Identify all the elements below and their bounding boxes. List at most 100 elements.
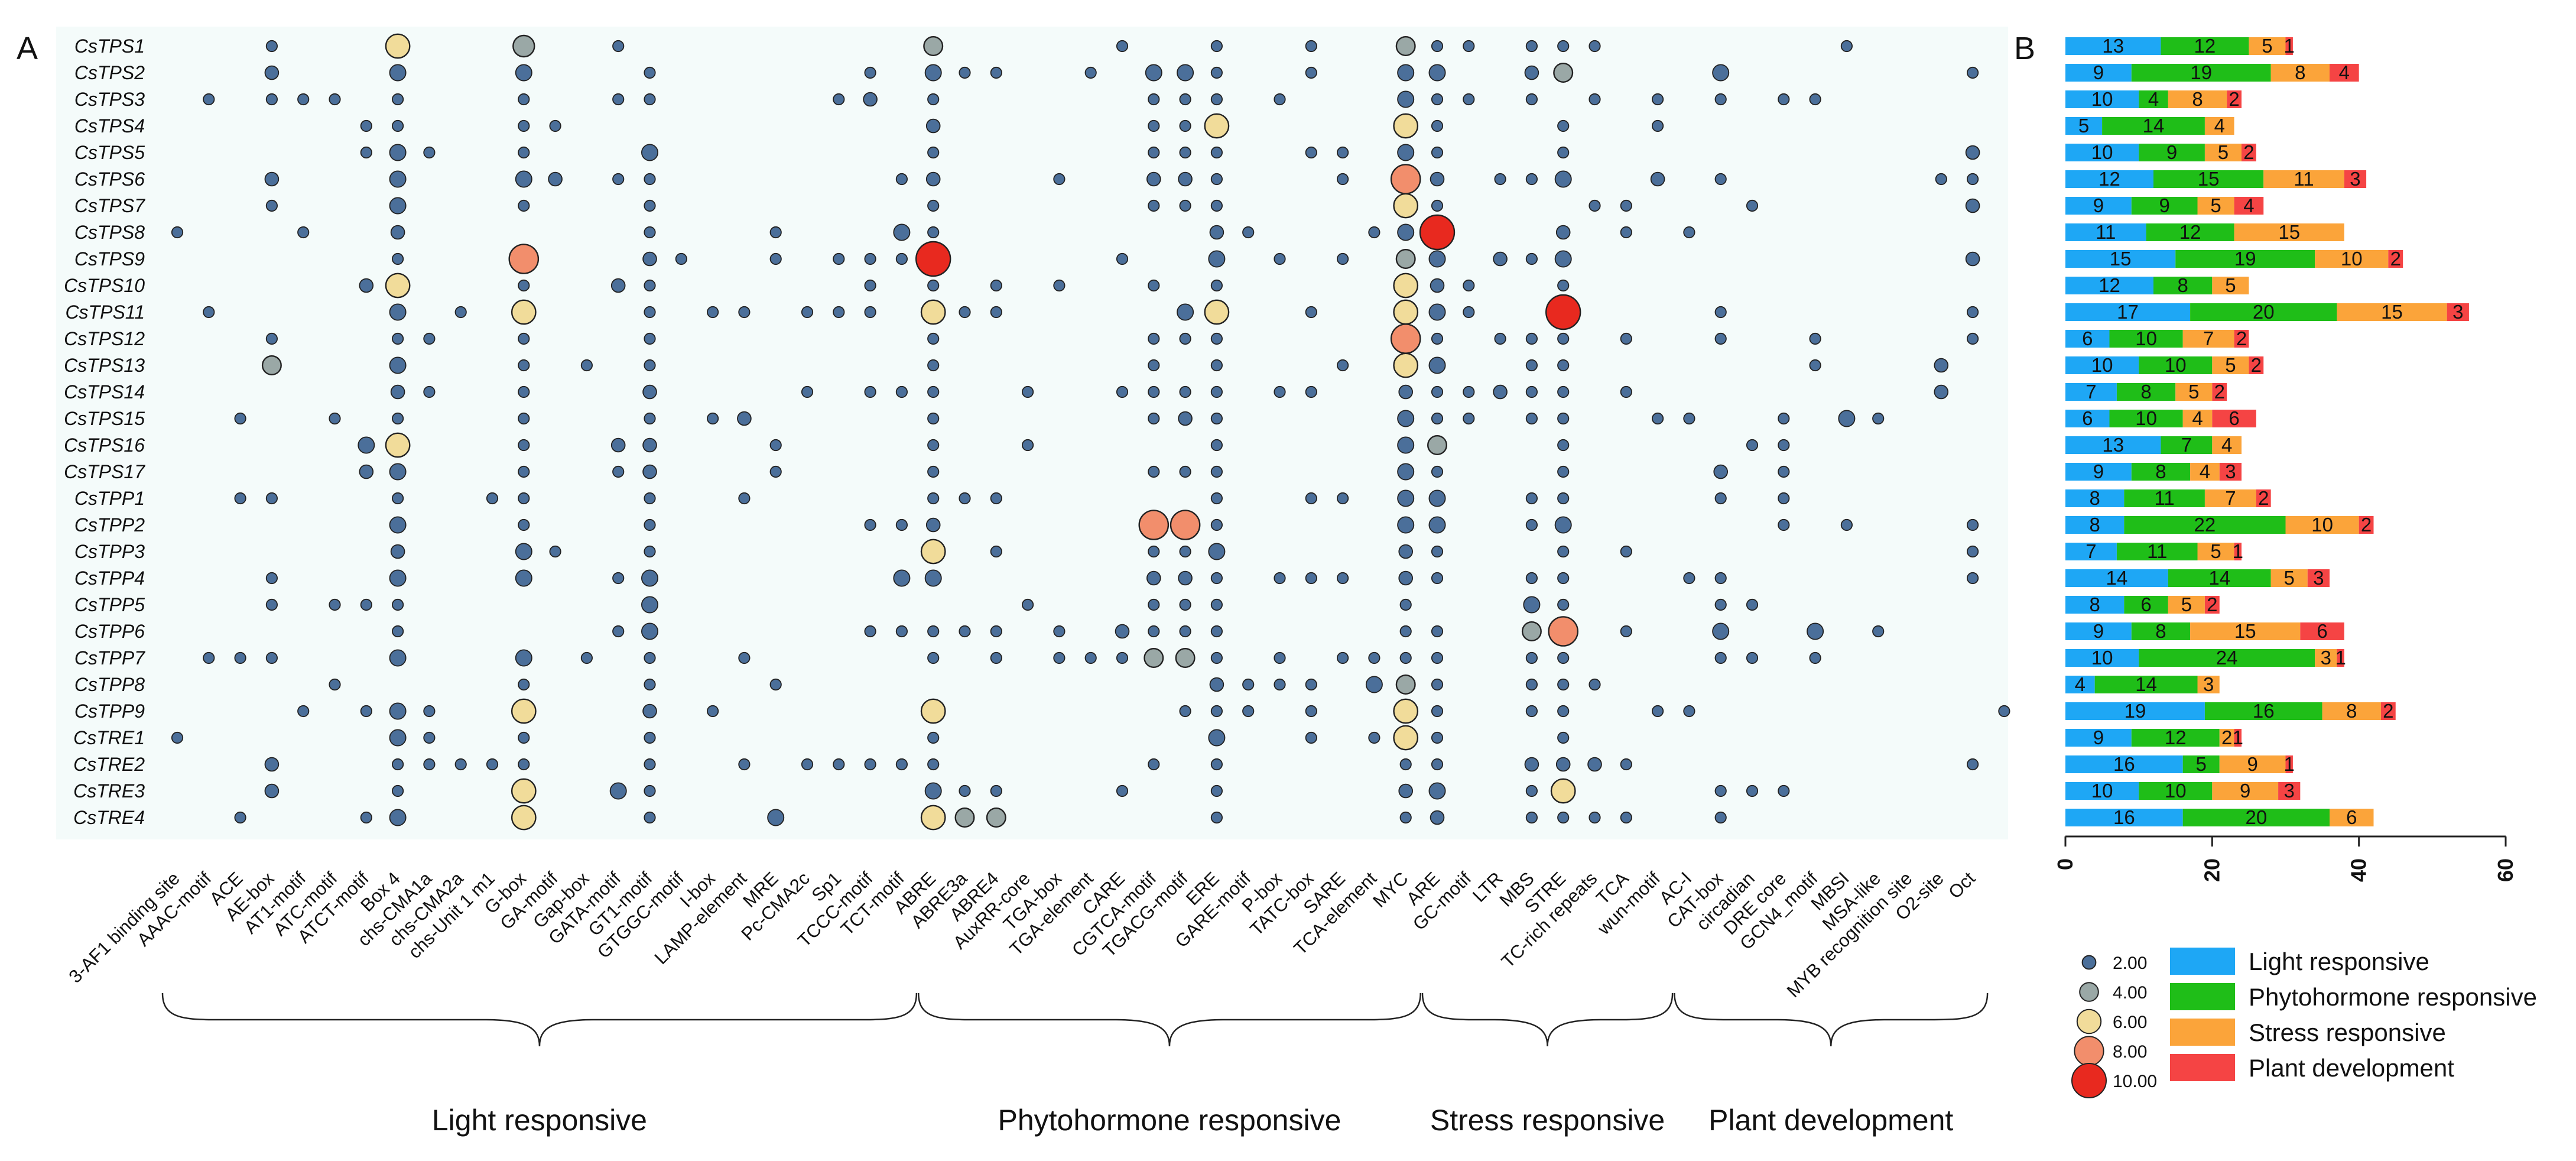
- bar-value-label: 5: [2078, 115, 2089, 137]
- count-dot: [1399, 811, 1412, 824]
- bar-value-label: 4: [2148, 88, 2159, 110]
- bar-segment: [2197, 197, 2234, 215]
- count-dot: [1965, 251, 1980, 267]
- count-dot: [1965, 198, 1980, 213]
- count-dot: [1778, 784, 1790, 797]
- count-dot: [511, 778, 537, 804]
- color-legend-label: Stress responsive: [2249, 1019, 2446, 1046]
- count-dot: [1116, 651, 1129, 664]
- count-dot: [1463, 93, 1475, 106]
- bar-value-label: 2: [2251, 354, 2262, 376]
- bar-segment: [2065, 383, 2117, 401]
- bar-segment: [2234, 729, 2242, 747]
- size-legend-label: 2.00: [2113, 954, 2147, 973]
- count-dot: [644, 412, 656, 425]
- count-dot: [1557, 40, 1570, 53]
- count-dot: [389, 809, 407, 826]
- bar-segment: [2065, 755, 2183, 773]
- count-dot: [1714, 173, 1727, 186]
- count-dot: [1587, 757, 1602, 772]
- count-dot: [1305, 40, 1317, 53]
- size-legend-label: 6.00: [2113, 1013, 2147, 1032]
- count-dot: [1620, 199, 1632, 212]
- bar-value-label: 20: [2253, 301, 2275, 323]
- bar-value-label: 10: [2165, 780, 2187, 802]
- count-dot: [1209, 225, 1224, 240]
- count-dot: [1683, 226, 1695, 239]
- count-dot: [1555, 225, 1571, 240]
- count-dot: [1274, 385, 1286, 398]
- color-legend-swatch: [2170, 1054, 2235, 1081]
- count-dot: [515, 569, 532, 587]
- bar-value-label: 14: [2135, 673, 2157, 695]
- count-dot: [925, 171, 941, 187]
- count-dot: [1179, 199, 1191, 212]
- count-dot: [1148, 279, 1160, 292]
- group-braces: Light responsive Phytohormone responsive S…: [161, 993, 1989, 1137]
- count-dot: [391, 412, 404, 425]
- count-dot: [1554, 250, 1572, 268]
- count-dot: [389, 197, 407, 215]
- count-dot: [990, 784, 1002, 797]
- count-dot: [1778, 439, 1790, 452]
- count-dot: [833, 758, 845, 771]
- count-dot: [1210, 199, 1223, 212]
- count-dot: [389, 729, 407, 747]
- count-dot: [1431, 705, 1444, 718]
- bar-segment: [2116, 383, 2176, 401]
- gene-label: CsTPS7: [74, 195, 145, 216]
- bar-value-label: 4: [2192, 407, 2203, 429]
- count-dot: [1397, 223, 1415, 241]
- bar-value-label: 24: [2216, 647, 2238, 669]
- count-dot: [234, 651, 246, 664]
- count-dot: [391, 598, 404, 611]
- bar-value-label: 9: [2093, 194, 2104, 216]
- bar-segment: [2153, 277, 2213, 294]
- count-dot: [1428, 489, 1446, 507]
- count-dot: [1274, 93, 1286, 106]
- count-dot: [390, 384, 405, 400]
- bar-value-label: 10: [2091, 88, 2113, 110]
- count-dot: [641, 569, 659, 587]
- bar-segment: [2065, 596, 2125, 614]
- count-dot: [1545, 294, 1581, 330]
- count-dot: [1274, 572, 1286, 585]
- count-dot: [1553, 62, 1574, 83]
- bar-value-label: 7: [2086, 381, 2096, 403]
- count-dot: [1337, 359, 1349, 372]
- count-dot: [959, 306, 971, 319]
- count-dot: [644, 199, 656, 212]
- count-dot: [1589, 40, 1601, 53]
- bar-value-label: 6: [2317, 620, 2327, 642]
- bar-segment: [2065, 649, 2139, 667]
- count-dot: [1714, 572, 1727, 585]
- bar-value-label: 8: [2089, 487, 2100, 509]
- count-dot: [644, 173, 656, 186]
- bar-segment: [2322, 702, 2381, 720]
- count-dot: [1620, 385, 1632, 398]
- count-dot: [1778, 412, 1790, 425]
- count-dot: [642, 437, 657, 453]
- count-dot: [1179, 465, 1191, 478]
- size-legend-dot: [2076, 1008, 2102, 1034]
- bar-segment: [2065, 516, 2125, 534]
- bar-value-label: 8: [2140, 381, 2151, 403]
- count-dot: [580, 651, 593, 664]
- count-dot: [1022, 385, 1034, 398]
- count-dot: [1397, 64, 1415, 82]
- count-dot: [1431, 651, 1444, 664]
- count-dot: [1521, 621, 1542, 641]
- count-dot: [1179, 93, 1191, 106]
- bar-segment: [2065, 569, 2168, 587]
- bar-segment: [2249, 356, 2264, 374]
- bar-value-label: 15: [2278, 221, 2300, 243]
- count-dot: [986, 807, 1006, 828]
- count-dot: [1430, 171, 1445, 187]
- bar-segment: [2212, 436, 2242, 454]
- count-dot: [1683, 705, 1695, 718]
- count-dot: [297, 93, 310, 106]
- count-dot: [1148, 119, 1160, 132]
- color-legend: Light responsive Phytohormone responsive S…: [2170, 948, 2537, 1082]
- count-dot: [1809, 359, 1821, 372]
- count-dot: [385, 33, 411, 59]
